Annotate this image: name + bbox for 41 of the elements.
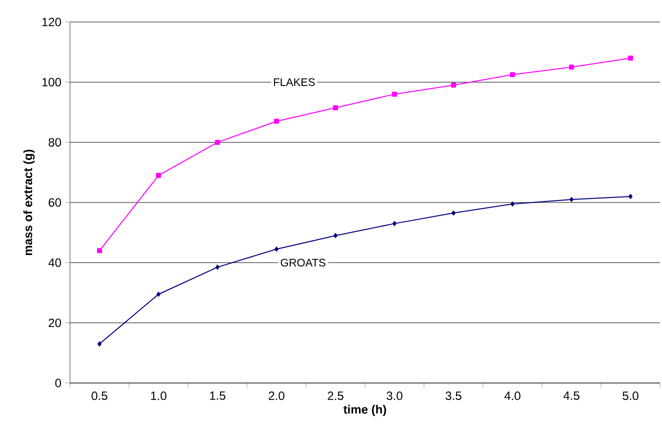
point [215,140,220,145]
point [334,233,338,238]
y-tick-label: 20 [48,318,62,328]
point [333,105,338,110]
point [570,196,574,202]
point [274,246,278,252]
y-tick-label: 100 [42,78,62,86]
x-tick-label: 1.0 [151,392,166,400]
x-tick-label: 0.5 [92,392,108,400]
x-tick-label: 4.0 [504,392,520,400]
point [510,72,516,78]
point [452,210,456,216]
y-tick-label: 60 [48,198,62,207]
point [569,64,574,70]
y-tick-label: 80 [48,138,62,147]
y-tick-label: 120 [42,18,62,26]
point [97,248,102,254]
x-tick-label: 5.0 [622,392,638,400]
point [510,202,515,207]
x-tick-label: 2.5 [328,392,344,400]
point [392,221,397,226]
y-tick-label: 40 [48,258,62,267]
point [274,118,279,124]
point [451,82,456,88]
x-tick-label: 4.5 [563,392,580,400]
y-axis-title: mass of extract (g) [23,150,35,256]
x-tick-label: 1.5 [210,392,226,400]
point [216,264,220,270]
series-label: GROATS [280,258,326,267]
point [628,194,633,199]
point [392,92,398,97]
point [628,56,634,61]
x-axis-title: time (h) [343,404,386,416]
text: FLAKES [274,78,315,86]
point [156,172,161,178]
point [98,341,102,346]
x-tick-label: 3.5 [446,392,462,400]
y-tick-label: 0 [55,378,62,388]
x-tick-label: 3.0 [386,392,402,400]
point [156,292,160,297]
x-tick-label: 2.0 [268,392,284,400]
